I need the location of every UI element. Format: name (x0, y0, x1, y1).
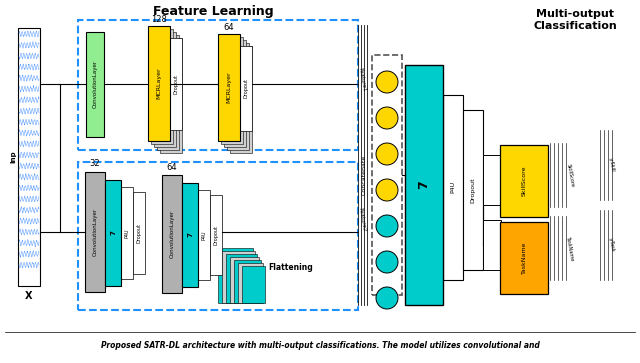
Text: P4U: P4U (202, 230, 207, 240)
Text: y-Task: y-Task (608, 237, 616, 253)
Bar (372, 55, 402, 295)
Bar (148, 26, 170, 141)
Bar (405, 65, 443, 305)
Circle shape (376, 107, 398, 129)
Text: Feature1: Feature1 (357, 68, 367, 93)
Bar (85, 172, 105, 292)
Bar (133, 192, 145, 274)
Bar (182, 183, 198, 287)
Bar (86, 32, 104, 137)
Bar (78, 20, 358, 150)
Bar (121, 187, 133, 279)
Bar (18, 28, 40, 286)
Circle shape (376, 215, 398, 237)
Text: 64: 64 (224, 24, 234, 33)
Bar (227, 43, 249, 150)
Text: TaskName: TaskName (522, 242, 527, 274)
Bar (222, 251, 255, 303)
Text: 7: 7 (110, 231, 116, 236)
Text: 7: 7 (187, 233, 193, 237)
Bar (224, 40, 246, 147)
Bar (234, 260, 261, 303)
Text: ConvolutionLayer: ConvolutionLayer (93, 208, 97, 256)
Bar (154, 32, 176, 147)
Text: TaskName: TaskName (565, 235, 575, 261)
Text: Inp: Inp (10, 151, 16, 163)
Text: SkillScore: SkillScore (566, 163, 575, 187)
Bar (230, 46, 252, 153)
Bar (221, 37, 243, 144)
Bar (240, 46, 252, 131)
Text: y-Skill: y-Skill (608, 158, 616, 173)
Text: Dropout: Dropout (136, 223, 141, 243)
Text: Dropout: Dropout (470, 177, 476, 203)
Text: 128: 128 (151, 16, 167, 24)
Text: P4U: P4U (451, 181, 456, 193)
Bar (162, 175, 182, 293)
Text: 7: 7 (417, 181, 431, 189)
Text: P4U: P4U (125, 228, 129, 238)
Bar (151, 29, 173, 144)
Bar (483, 155, 501, 205)
Bar (105, 180, 121, 286)
Text: Dropout: Dropout (214, 225, 218, 245)
Text: MCRLayer: MCRLayer (227, 71, 232, 103)
Bar (242, 266, 265, 303)
Text: Feature2: Feature2 (357, 208, 367, 232)
Text: Feature Learning: Feature Learning (153, 5, 273, 19)
Text: 32: 32 (90, 159, 100, 168)
Bar (238, 263, 263, 303)
Bar (218, 34, 240, 141)
Bar (463, 110, 483, 270)
Circle shape (376, 179, 398, 201)
Text: Proposed SATR-DL architecture with multi-output classifications. The model utili: Proposed SATR-DL architecture with multi… (100, 340, 540, 350)
Bar (218, 248, 253, 303)
Bar (157, 35, 179, 150)
Bar (198, 190, 210, 280)
Text: X: X (25, 291, 33, 301)
Text: Concatenate: Concatenate (362, 155, 367, 195)
Text: ConvolutionLayer: ConvolutionLayer (170, 210, 175, 258)
Text: MCRLayer: MCRLayer (157, 67, 161, 99)
Text: Dropout: Dropout (173, 74, 179, 94)
Text: ConvolutionLayer: ConvolutionLayer (93, 60, 97, 108)
Bar (170, 38, 182, 130)
Circle shape (376, 143, 398, 165)
Circle shape (376, 71, 398, 93)
Bar (160, 38, 182, 153)
Bar (226, 254, 257, 303)
Bar (443, 95, 463, 280)
Text: Multi-output
Classification: Multi-output Classification (533, 9, 617, 31)
Circle shape (376, 287, 398, 309)
Bar (210, 195, 222, 275)
Circle shape (376, 251, 398, 273)
Bar (230, 257, 259, 303)
Bar (78, 162, 358, 310)
Text: Dropout: Dropout (243, 78, 248, 98)
Text: SkillScore: SkillScore (522, 166, 527, 196)
Text: 64: 64 (166, 163, 177, 171)
Bar (483, 220, 501, 270)
Bar (500, 222, 548, 294)
Text: Flattening: Flattening (268, 264, 313, 273)
Bar (500, 145, 548, 217)
